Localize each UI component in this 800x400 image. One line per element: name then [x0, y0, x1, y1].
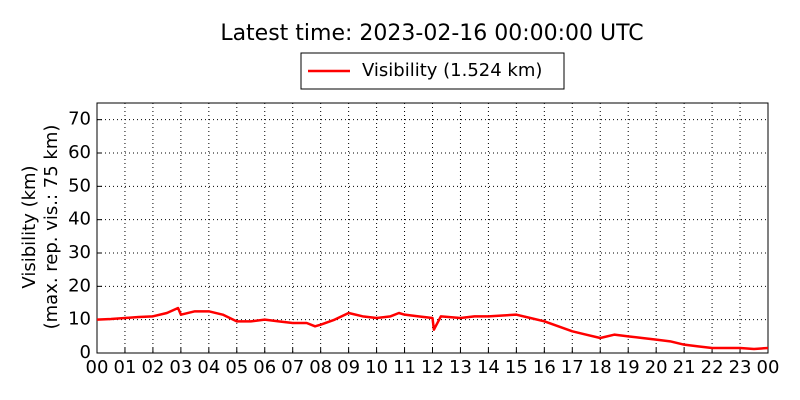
x-tick-label: 08	[309, 357, 332, 378]
x-tick-label: 16	[533, 357, 556, 378]
x-tick-label: 14	[477, 357, 500, 378]
x-tick-label: 15	[505, 357, 528, 378]
x-tick-label: 18	[589, 357, 612, 378]
y-axis-label: (max. rep. vis.: 75 km)	[41, 125, 62, 330]
x-tick-label: 07	[281, 357, 304, 378]
y-tick-label: 40	[68, 209, 91, 230]
x-tick-label: 11	[393, 357, 416, 378]
x-tick-label: 00	[757, 357, 780, 378]
y-tick-label: 20	[68, 275, 91, 296]
y-tick-label: 0	[80, 342, 91, 363]
y-tick-label: 30	[68, 242, 91, 263]
x-tick-label: 02	[141, 357, 164, 378]
x-tick-label: 22	[701, 357, 724, 378]
x-tick-label: 09	[337, 357, 360, 378]
x-tick-label: 03	[169, 357, 192, 378]
x-tick-label: 10	[365, 357, 388, 378]
y-tick-label: 60	[68, 142, 91, 163]
x-tick-label: 00	[86, 357, 109, 378]
x-tick-label: 12	[421, 357, 444, 378]
x-tick-label: 21	[673, 357, 696, 378]
y-axis-label: Visibility (km)	[19, 165, 40, 288]
x-tick-label: 17	[561, 357, 584, 378]
legend-label: Visibility (1.524 km)	[362, 60, 542, 81]
x-tick-label: 13	[449, 357, 472, 378]
x-tick-label: 20	[645, 357, 668, 378]
x-tick-label: 19	[617, 357, 640, 378]
series-line	[96, 306, 769, 351]
x-tick-label: 05	[225, 357, 248, 378]
y-tick-label: 70	[68, 109, 91, 130]
x-tick-label: 01	[114, 357, 137, 378]
y-tick-label: 50	[68, 175, 91, 196]
y-tick-label: 10	[68, 309, 91, 330]
chart-title: Latest time: 2023-02-16 00:00:00 UTC	[220, 21, 643, 46]
x-tick-label: 06	[253, 357, 276, 378]
plot-frame	[96, 102, 769, 354]
x-tick-label: 23	[729, 357, 752, 378]
x-tick-label: 04	[197, 357, 220, 378]
